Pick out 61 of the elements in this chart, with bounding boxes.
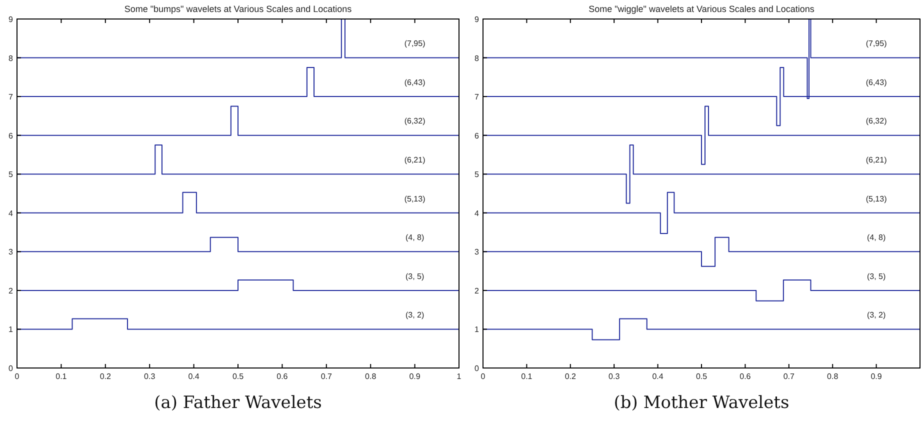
y-tick-label: 1 — [8, 325, 14, 334]
y-tick-label: 5 — [8, 170, 14, 180]
series-label: (6,43) — [404, 78, 426, 87]
text: (b) Mother Wavelets — [614, 393, 790, 413]
series-label: (4, 8) — [405, 233, 424, 242]
y-tick-label: 0 — [8, 364, 14, 373]
series-label: (6,43) — [866, 78, 888, 87]
y-tick-label: 6 — [8, 131, 14, 140]
text: (a) Father Wavelets — [154, 393, 322, 413]
x-tick-label: 0.8 — [365, 372, 377, 381]
x-tick-label: 0.5 — [232, 372, 244, 381]
series-label: (7,95) — [866, 39, 888, 48]
x-tick-label: 0.7 — [320, 372, 333, 381]
y-tick-label: 9 — [8, 15, 14, 24]
series-label: (7,95) — [404, 39, 426, 48]
x-tick-label: 0.3 — [608, 372, 620, 381]
y-tick-label: 9 — [474, 15, 480, 24]
chart-title: Some "bumps" wavelets at Various Scales and Locations — [124, 4, 352, 14]
x-tick-label: 1 — [456, 372, 462, 381]
x-tick-label: 0.1 — [56, 372, 68, 381]
x-tick-label: 0.4 — [188, 372, 200, 381]
series-label: (5,13) — [866, 194, 888, 204]
x-tick-label: 0.2 — [564, 372, 577, 381]
x-tick-label: 0.7 — [783, 372, 796, 381]
y-tick-label: 2 — [8, 286, 14, 296]
series-label: (6,21) — [404, 155, 426, 164]
series-label: (6,32) — [404, 116, 426, 126]
x-tick-label: 0.5 — [696, 372, 708, 381]
series-label: (3, 2) — [866, 310, 886, 320]
y-tick-label: 3 — [8, 248, 14, 257]
x-tick-label: 0.3 — [144, 372, 156, 381]
y-tick-label: 8 — [474, 54, 480, 63]
x-tick-label: 0.6 — [276, 372, 288, 381]
x-tick-label: 0.4 — [652, 372, 664, 381]
y-tick-label: 5 — [474, 170, 480, 180]
series-label: (3, 5) — [405, 272, 424, 281]
x-tick-label: 0 — [14, 372, 20, 381]
y-tick-label: 7 — [8, 92, 14, 102]
x-tick-label: 0.6 — [740, 372, 752, 381]
series-label: (6,21) — [866, 155, 888, 164]
x-tick-label: 0 — [480, 372, 486, 381]
chart-title: Some "wiggle" wavelets at Various Scales and Locations — [588, 4, 815, 14]
series-label: (4, 8) — [866, 233, 886, 242]
y-tick-label: 2 — [474, 286, 480, 296]
x-tick-label: 0.9 — [870, 372, 882, 381]
y-tick-label: 1 — [474, 325, 480, 334]
y-tick-label: 6 — [474, 131, 480, 140]
series-label: (6,32) — [866, 116, 888, 126]
x-tick-label: 0.2 — [100, 372, 112, 381]
series-label: (3, 2) — [405, 310, 424, 320]
series-label: (3, 5) — [866, 272, 886, 281]
y-tick-label: 4 — [474, 208, 480, 218]
series-label: (5,13) — [404, 194, 426, 204]
x-tick-label: 0.8 — [827, 372, 839, 381]
y-tick-label: 4 — [8, 208, 14, 218]
y-tick-label: 7 — [474, 92, 480, 102]
y-tick-label: 3 — [474, 248, 480, 257]
x-tick-label: 0.9 — [409, 372, 421, 381]
y-tick-label: 8 — [8, 54, 14, 63]
x-tick-label: 0.1 — [521, 372, 533, 381]
y-tick-label: 0 — [474, 364, 480, 373]
